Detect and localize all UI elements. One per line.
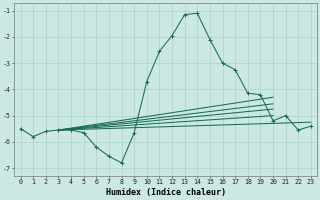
X-axis label: Humidex (Indice chaleur): Humidex (Indice chaleur) xyxy=(106,188,226,197)
